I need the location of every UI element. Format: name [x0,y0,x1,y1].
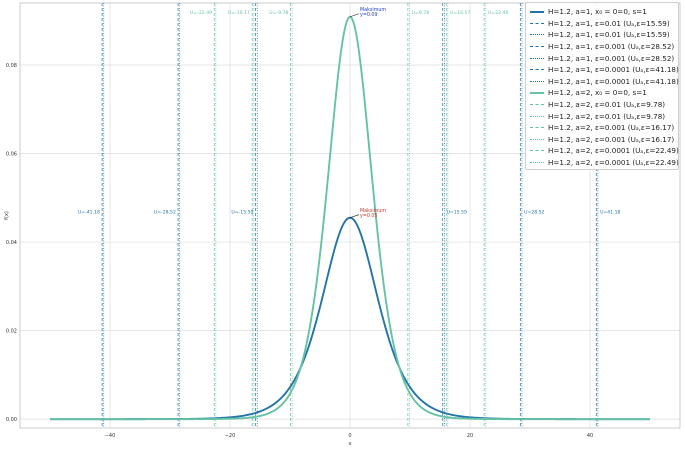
x-tick-label: 0 [348,433,351,439]
legend-label: H=1.2, a=2, ε=0.001 (Uₐ,ε=16.17) [548,123,675,133]
plot-frame [19,2,681,429]
threshold-label: U=16.17 [450,10,470,16]
threshold-label: U=9.78 [412,10,430,16]
legend-label: H=1.2, a=1, ε=0.01 (Uₐ,ε=15.59) [548,30,670,40]
threshold-label: U=-41.18 [78,209,100,215]
legend-swatch [530,138,544,140]
x-axis-label: x [349,441,352,447]
legend-label: H=1.2, a=2, ε=0.01 (Uₐ,ε=9.78) [548,100,666,110]
legend-swatch [530,10,544,13]
legend-swatch [530,46,544,48]
annotation-arrow [349,214,360,218]
legend-item: H=1.2, a=2, ε=0.001 (Uₐ,ε=16.17) [530,122,674,134]
annotation-arrow [349,13,360,18]
legend-item: H=1.2, a=1, ε=0.001 (Uₐ,ε=28.52) [530,41,674,53]
y-tick-label: 0.04 [6,240,17,246]
grid [20,3,680,428]
legend-item: H=1.2, a=2, ε=0.0001 (Uₐ,ε=22.49) [530,145,679,157]
legend-label: H=1.2, a=1, ε=0.0001 (Uₐ,ε=41.18) [548,65,679,75]
legend-label: H=1.2, a=1, ε=0.0001 (Uₐ,ε=41.18) [548,76,679,86]
threshold-label: U=-15.59 [231,209,253,215]
y-tick-label: 0.02 [6,328,17,334]
legend-item: H=1.2, a=2, x₀ = 0=0, s=1 [530,87,674,99]
legend-label: H=1.2, a=1, ε=0.01 (Uₐ,ε=15.59) [548,18,670,28]
legend-swatch [530,22,544,24]
annotation-label: Maksimum [360,208,386,214]
x-tick-label: 20 [467,433,473,439]
chart-labels: U=-15.59 U=15.59 U=-28.52 U=28.52 U=-41.18 U=… [78,7,621,219]
legend-swatch [530,127,544,129]
legend-item: H=1.2, a=1, x₀ = 0=0, s=1 [530,6,674,18]
y-tick-label: 0.00 [6,417,17,423]
legend-item: H=1.2, a=1, ε=0.0001 (Uₐ,ε=41.18) [530,76,679,88]
legend-label: H=1.2, a=2, ε=0.0001 (Uₐ,ε=22.49) [548,158,679,168]
y-tick-label: 0.06 [6,151,17,157]
threshold-label: U=22.49 [488,10,508,16]
legend-label: H=1.2, a=2, ε=0.0001 (Uₐ,ε=22.49) [548,146,679,156]
threshold-label: U=-16.17 [228,10,250,16]
legend-swatch [530,80,544,82]
legend-swatch [530,34,544,36]
legend-item: H=1.2, a=2, ε=0.01 (Uₐ,ε=9.78) [530,99,674,111]
threshold-label: U=28.52 [524,209,544,215]
x-tick-label: −20 [225,433,236,439]
legend-swatch [530,104,544,106]
legend-item: H=1.2, a=1, ε=0.001 (Uₐ,ε=28.52) [530,52,674,64]
legend: H=1.2, a=1, x₀ = 0=0, s=1 H=1.2, a=1, ε=0… [525,2,679,170]
legend-swatch [530,91,544,94]
legend-swatch [530,115,544,117]
legend-item: H=1.2, a=2, ε=0.001 (Uₐ,ε=16.17) [530,134,674,146]
y-tick-label: 0.08 [6,63,17,69]
legend-label: H=1.2, a=2, ε=0.001 (Uₐ,ε=16.17) [548,134,675,144]
legend-swatch [530,69,544,71]
x-tick-label: 40 [587,433,593,439]
threshold-label: U=-22.49 [190,10,212,16]
y-axis-label: f(x) [4,211,10,220]
legend-label: H=1.2, a=2, x₀ = 0=0, s=1 [548,88,647,98]
annotation-label: Maksimum [360,7,386,13]
threshold-label: U=-28.52 [154,209,176,215]
legend-swatch [530,150,544,152]
legend-swatch [530,57,544,59]
axes: −40 −20 0 20 40 0.00 0.02 0.04 0.06 0.08 x f(x) [4,2,681,447]
legend-item: H=1.2, a=1, ε=0.0001 (Uₐ,ε=41.18) [530,64,679,76]
legend-item: H=1.2, a=2, ε=0.0001 (Uₐ,ε=22.49) [530,157,679,169]
legend-swatch [530,162,544,164]
x-tick-label: −40 [105,433,116,439]
legend-label: H=1.2, a=1, ε=0.001 (Uₐ,ε=28.52) [548,42,675,52]
threshold-label: U=41.18 [600,209,620,215]
legend-label: H=1.2, a=1, x₀ = 0=0, s=1 [548,7,647,17]
threshold-label: U=15.59 [447,209,467,215]
legend-item: H=1.2, a=1, ε=0.01 (Uₐ,ε=15.59) [530,29,674,41]
legend-label: H=1.2, a=2, ε=0.01 (Uₐ,ε=9.78) [548,111,666,121]
annotation-label: y=0.05 [360,213,378,219]
threshold-label: U=-9.78 [269,10,288,16]
legend-item: H=1.2, a=2, ε=0.01 (Uₐ,ε=9.78) [530,110,674,122]
annotation-label: y=0.09 [360,12,378,18]
legend-label: H=1.2, a=1, ε=0.001 (Uₐ,ε=28.52) [548,53,675,63]
legend-item: H=1.2, a=1, ε=0.01 (Uₐ,ε=15.59) [530,18,674,30]
